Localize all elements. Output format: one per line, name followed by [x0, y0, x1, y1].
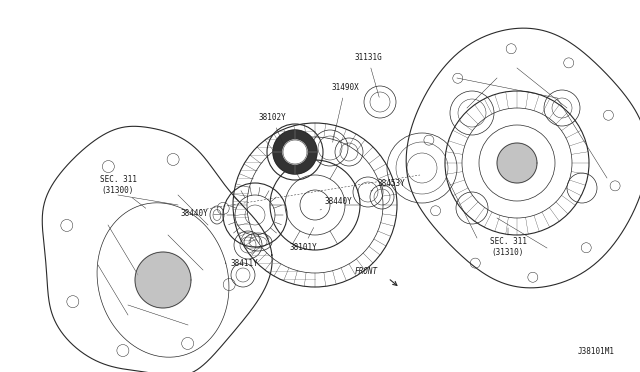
Polygon shape	[273, 130, 317, 174]
Text: (31300): (31300)	[102, 186, 134, 195]
Text: 31131G: 31131G	[354, 54, 382, 97]
Text: J38101M1: J38101M1	[578, 347, 615, 356]
Text: 31490X: 31490X	[331, 83, 359, 142]
Polygon shape	[135, 252, 191, 308]
Text: 38440Y: 38440Y	[180, 208, 221, 218]
Text: 38411Y: 38411Y	[230, 250, 258, 269]
Text: (31310): (31310)	[492, 247, 524, 257]
Text: SEC. 311: SEC. 311	[99, 176, 136, 185]
Text: 38102Y: 38102Y	[258, 113, 286, 145]
Polygon shape	[283, 140, 307, 164]
Polygon shape	[497, 143, 537, 183]
Text: FRONT: FRONT	[355, 267, 378, 276]
Text: 38440Y: 38440Y	[320, 198, 352, 210]
Text: 38101Y: 38101Y	[289, 227, 317, 253]
Text: SEC. 311: SEC. 311	[490, 237, 527, 247]
Text: 38453Y: 38453Y	[371, 179, 406, 191]
